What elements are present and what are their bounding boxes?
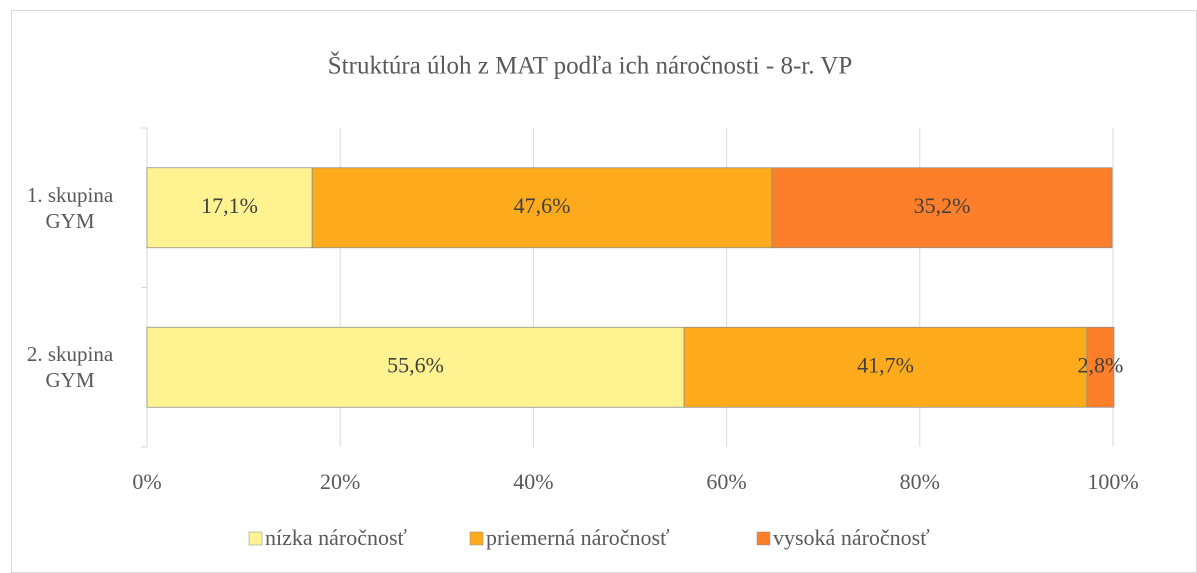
legend-swatch	[248, 531, 263, 546]
data-label: 41,7%	[857, 352, 914, 377]
bar-segment	[146, 167, 313, 249]
x-tick-label: 40%	[513, 469, 553, 494]
data-label: 2,8%	[1078, 352, 1124, 377]
bar-segment	[683, 326, 1088, 408]
x-tick-label: 0%	[132, 469, 161, 494]
data-label: 35,2%	[914, 193, 971, 218]
bar-segment	[311, 167, 773, 249]
data-label: 55,6%	[387, 352, 444, 377]
legend-label: priemerná náročnosť	[486, 525, 670, 550]
bar-segment	[146, 326, 685, 408]
bar-segment	[1086, 326, 1115, 408]
bar-segment	[771, 167, 1113, 249]
y-tick-label: 1. skupina GYM	[26, 182, 114, 233]
legend-swatch	[756, 531, 771, 546]
x-tick-label: 100%	[1087, 469, 1138, 494]
data-label: 47,6%	[514, 193, 571, 218]
legend-swatch	[469, 531, 484, 546]
x-tick-label: 20%	[320, 469, 360, 494]
chart-title: Štruktúra úloh z MAT podľa ich náročnost…	[328, 51, 852, 80]
data-label: 17,1%	[201, 193, 258, 218]
x-tick-label: 60%	[706, 469, 746, 494]
x-tick-label: 80%	[900, 469, 940, 494]
legend-label: nízka náročnosť	[265, 525, 408, 550]
legend-label: vysoká náročnosť	[773, 525, 930, 550]
y-tick-label: 2. skupina GYM	[26, 342, 114, 393]
chart-border	[11, 10, 1197, 573]
